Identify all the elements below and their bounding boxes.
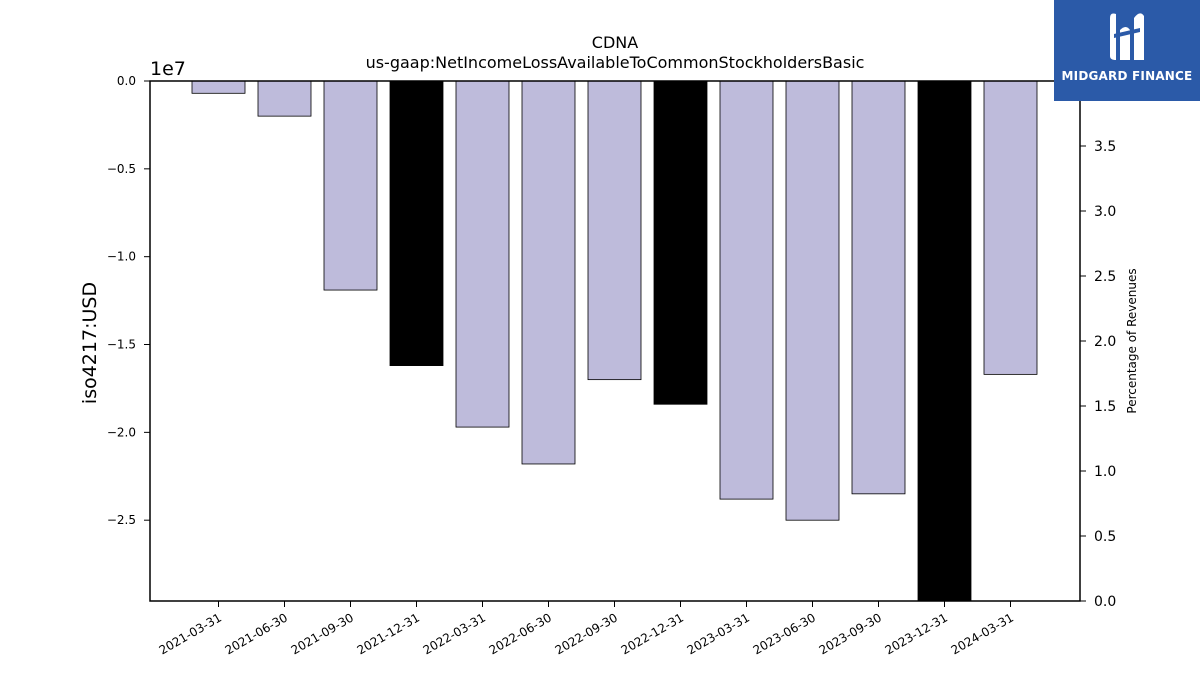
- x-tick-label: 2021-09-30: [289, 610, 356, 657]
- y-tick-label: −2.0: [107, 425, 136, 439]
- bar-2023-06-30: [785, 80, 840, 521]
- y2-axis-label: Percentage of Revenues: [1125, 268, 1139, 413]
- y-tick-label: −2.5: [107, 513, 136, 527]
- y2-tick-label: 3.0: [1094, 204, 1116, 220]
- y2-tick-label: 3.5: [1094, 139, 1116, 155]
- y-tick-label: 0.0: [117, 74, 136, 88]
- y-axis-ticks: 0.0 −0.5 −1.0 −1.5 −2.0 −2.5: [107, 74, 150, 527]
- y2-tick-label: 0.0: [1094, 594, 1116, 610]
- x-tick-label: 2021-12-31: [355, 610, 422, 657]
- x-tick-label: 2023-03-31: [685, 610, 752, 657]
- x-tick-label: 2021-06-30: [223, 610, 290, 657]
- bar-2021-03-31: [191, 80, 246, 94]
- bar-2022-03-31: [455, 80, 510, 428]
- y-tick-label: −1.0: [107, 250, 136, 264]
- bar-2022-12-31: [653, 80, 708, 405]
- bar-2022-06-30: [521, 80, 576, 465]
- bar-2023-03-31: [719, 80, 774, 500]
- chart-subtitle: us-gaap:NetIncomeLossAvailableToCommonSt…: [366, 53, 865, 72]
- x-tick-label: 2022-12-31: [619, 610, 686, 657]
- y2-tick-label: 1.5: [1094, 399, 1116, 415]
- x-tick-label: 2022-09-30: [553, 610, 620, 657]
- y-tick-label: −1.5: [107, 338, 136, 352]
- bar-2021-06-30: [257, 80, 312, 117]
- x-tick-label: 2023-12-31: [883, 610, 950, 657]
- plot-frame: [149, 80, 1081, 602]
- x-tick-label: 2021-03-31: [157, 610, 224, 657]
- bar-2023-09-30: [851, 80, 906, 495]
- bar-2021-12-31: [389, 80, 444, 366]
- y2-tick-label: 2.0: [1094, 334, 1116, 350]
- y-tick-label: −0.5: [107, 162, 136, 176]
- chart-title: CDNA: [592, 33, 638, 52]
- x-tick-label: 2022-06-30: [487, 610, 554, 657]
- y-scale-label: 1e7: [150, 58, 186, 80]
- bar-2021-09-30: [323, 80, 378, 291]
- bar-2023-12-31: [917, 80, 972, 602]
- logo-text: MIDGARD FINANCE: [1061, 69, 1193, 83]
- x-tick-label: 2023-06-30: [751, 610, 818, 657]
- y-axis-label: iso4217:USD: [79, 282, 101, 404]
- y2-axis-ticks: 0.0 0.5 1.0 1.5 2.0 2.5 3.0 3.5: [1080, 139, 1116, 610]
- bars-group: [191, 80, 1038, 602]
- y2-tick-label: 1.0: [1094, 464, 1116, 480]
- x-tick-label: 2023-09-30: [817, 610, 884, 657]
- logo-mark-icon: [1110, 13, 1144, 60]
- x-axis-ticks: 2021-03-312021-06-302021-09-302021-12-31…: [157, 601, 1016, 657]
- midgard-finance-logo: MIDGARD FINANCE: [1054, 0, 1200, 101]
- bar-2022-09-30: [587, 80, 642, 381]
- y2-tick-label: 0.5: [1094, 529, 1116, 545]
- y2-tick-label: 2.5: [1094, 269, 1116, 285]
- x-tick-label: 2024-03-31: [949, 610, 1016, 657]
- x-tick-label: 2022-03-31: [421, 610, 488, 657]
- bar-2024-03-31: [983, 80, 1038, 375]
